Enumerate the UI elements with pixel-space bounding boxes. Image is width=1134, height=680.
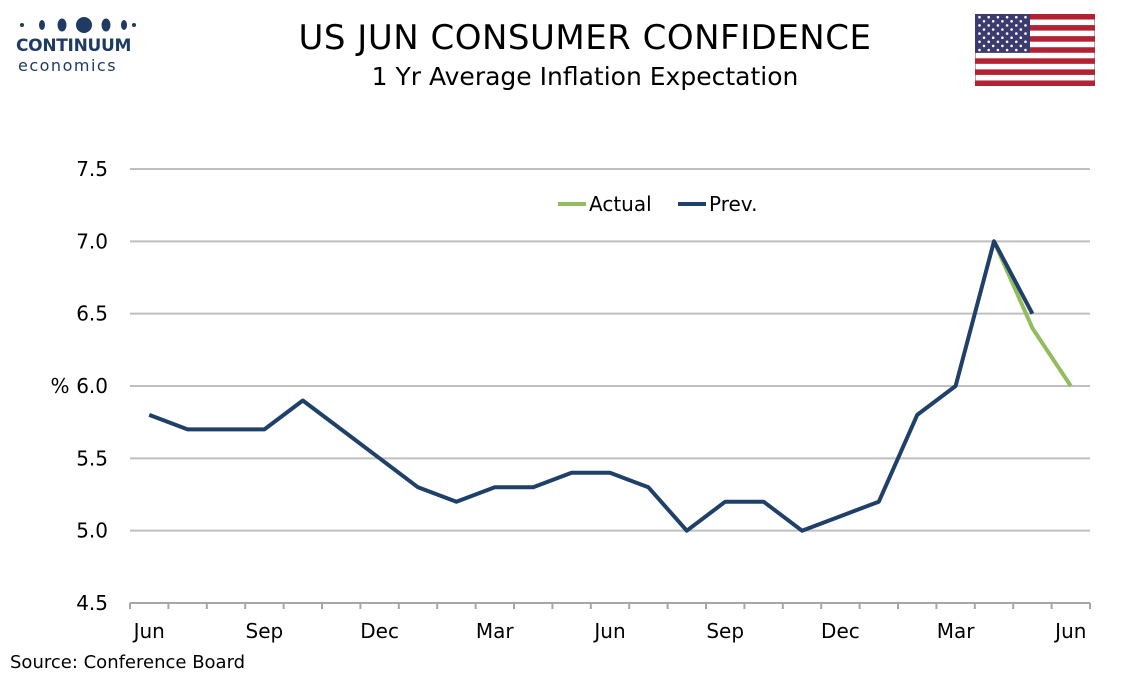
y-tick-label: 6.5 xyxy=(76,302,108,326)
y-tick-label: 5.0 xyxy=(76,519,108,543)
y-tick-label: 6.0 xyxy=(76,374,108,398)
x-tick-label: Sep xyxy=(246,619,284,643)
us-flag-icon xyxy=(975,14,1095,86)
x-tick-label: Jun xyxy=(132,619,165,643)
brand-logo: CONTINUUM economics xyxy=(12,14,142,76)
logo-subtitle: economics xyxy=(18,56,118,75)
series-line-actual xyxy=(992,240,1073,388)
logo-name: CONTINUUM xyxy=(16,36,132,56)
source-note: Source: Conference Board xyxy=(10,652,246,673)
series-line-prev xyxy=(148,239,1035,533)
legend-label: Actual xyxy=(589,192,652,216)
y-tick-label: 7.0 xyxy=(76,229,108,253)
x-tick-label: Sep xyxy=(706,619,744,643)
x-axis-tick-labels: Jun Sep Dec Mar Jun Sep Dec Mar Jun xyxy=(132,619,1087,643)
legend-label: Prev. xyxy=(709,192,757,216)
legend: Actual Prev. xyxy=(558,192,757,216)
logo-dots-icon xyxy=(20,17,136,33)
y-tick-label: 5.5 xyxy=(76,446,108,470)
y-tick-label: 7.5 xyxy=(76,157,108,181)
y-axis-ticks: 4.5 5.0 5.5 6.0 6.5 7.0 7.5 xyxy=(76,157,108,615)
grid-lines xyxy=(130,168,1090,532)
x-tick-label: Jun xyxy=(1053,619,1086,643)
x-tick-label: Mar xyxy=(937,619,976,643)
y-axis-label: % xyxy=(50,374,69,398)
x-tick-label: Jun xyxy=(592,619,625,643)
chart-title: US JUN CONSUMER CONFIDENCE xyxy=(298,18,872,58)
x-tick-label: Mar xyxy=(476,619,515,643)
x-axis xyxy=(129,602,1091,609)
x-tick-label: Dec xyxy=(360,619,399,643)
x-tick-label: Dec xyxy=(821,619,860,643)
series-lines xyxy=(148,239,1073,533)
y-tick-label: 4.5 xyxy=(76,591,108,615)
chart-subtitle: 1 Yr Average Inflation Expectation xyxy=(371,62,799,91)
